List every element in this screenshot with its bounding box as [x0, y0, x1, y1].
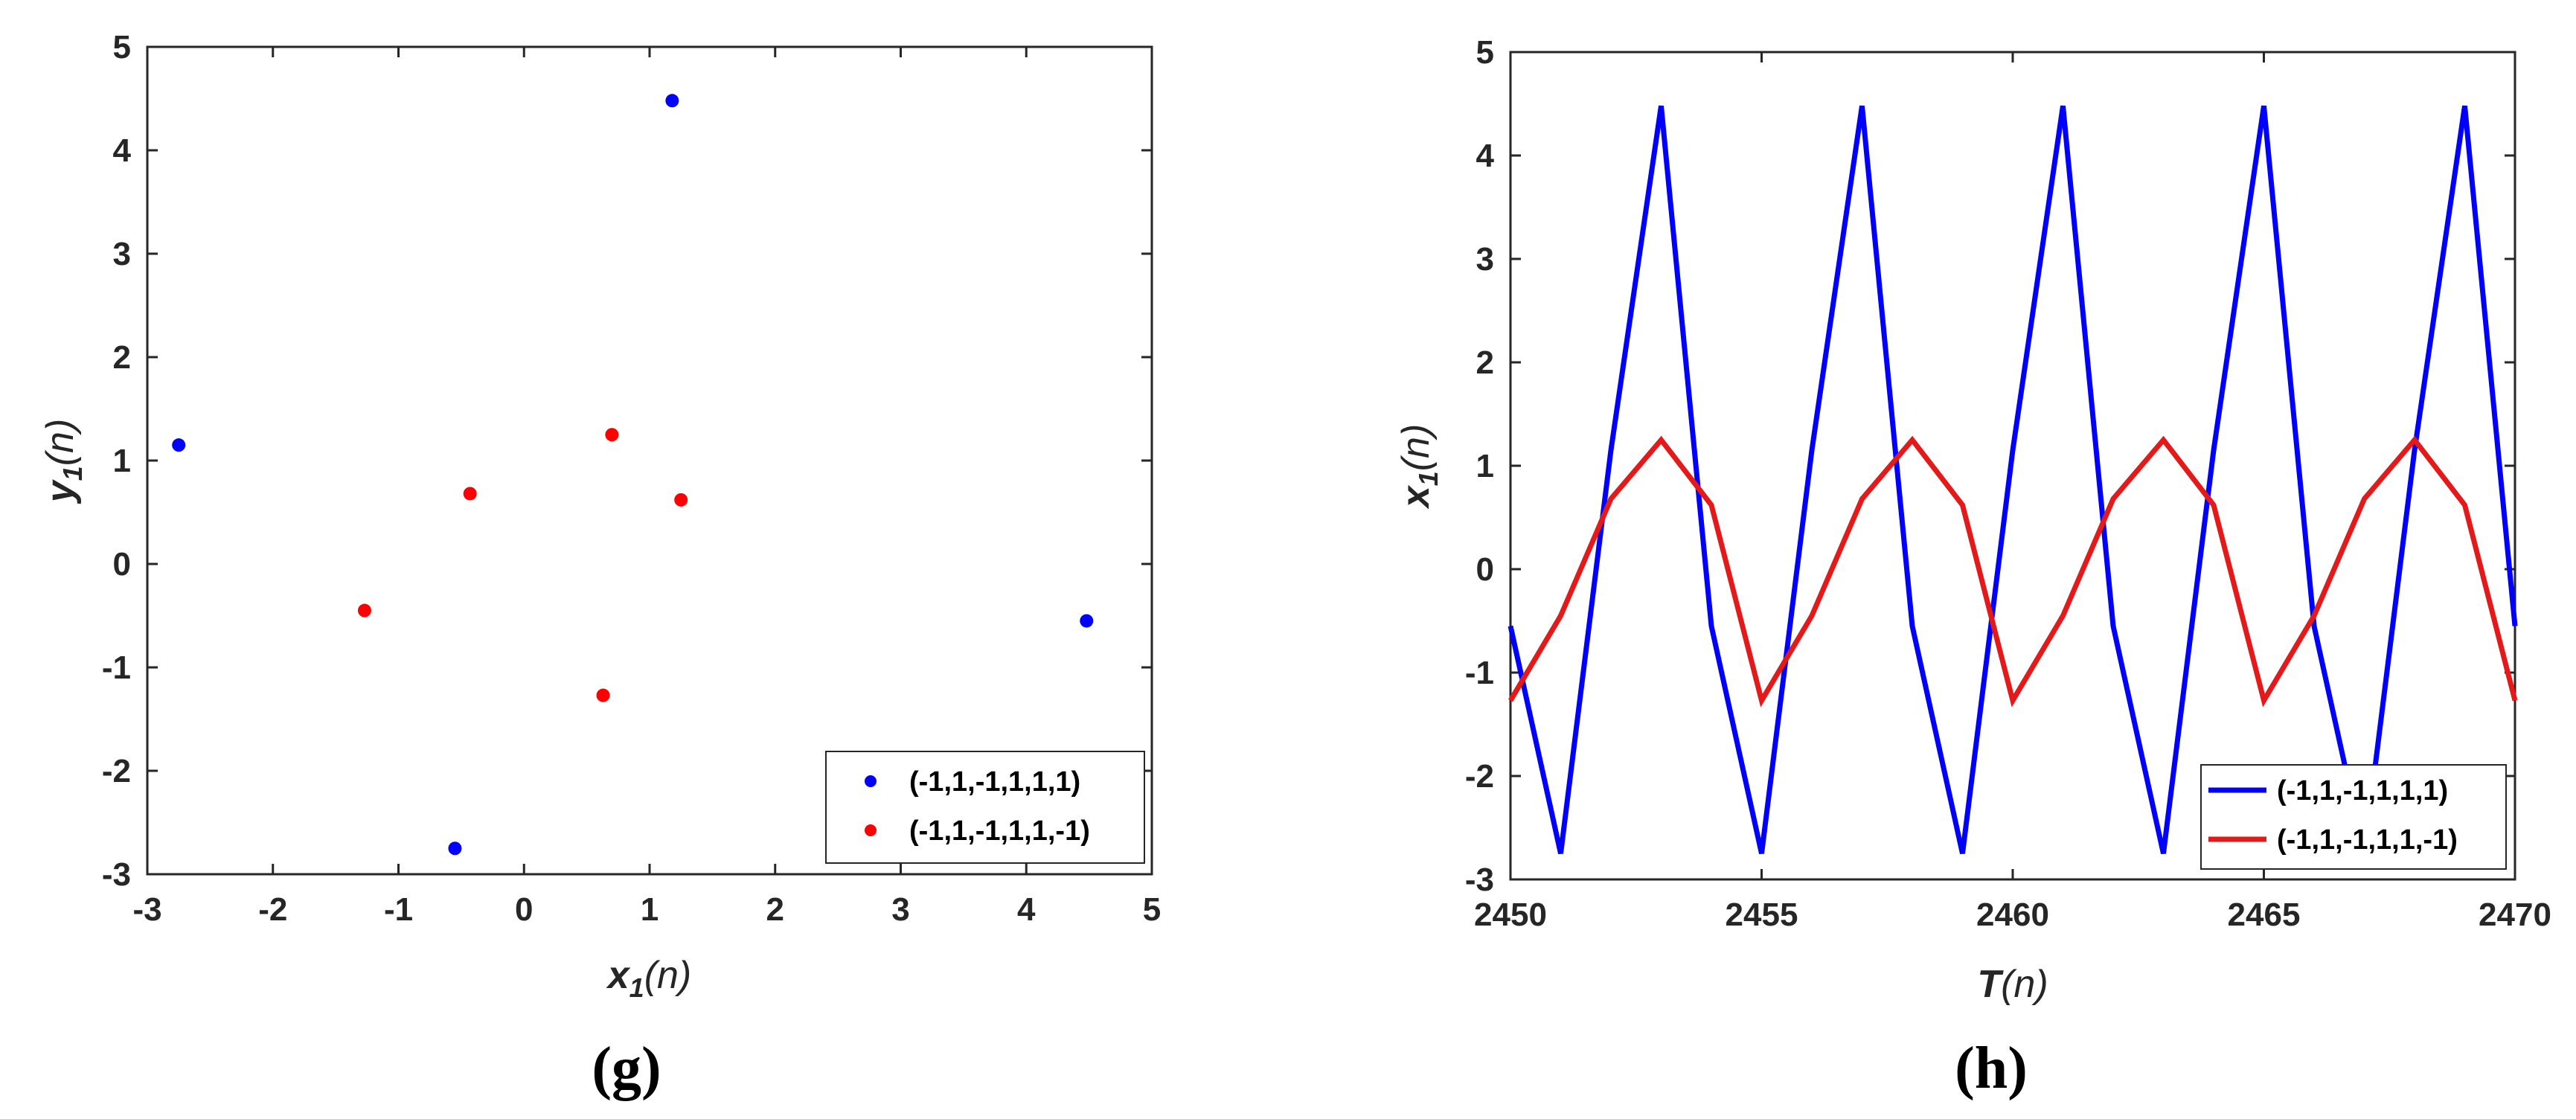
- x-tick-label: 5: [1143, 891, 1161, 928]
- y-tick-label: 4: [1476, 138, 1495, 174]
- y-tick-label: 0: [1476, 551, 1494, 588]
- y-tick-label: -1: [1465, 655, 1494, 691]
- y-tick-label: -3: [1465, 862, 1494, 898]
- y-tick-label: 0: [113, 546, 131, 583]
- x-tick-label: -2: [258, 891, 287, 928]
- chart-g: -3 -2 -1 0 1 2 3 4 5 -3 -2 -1 0 1 2 3 4 5 x1(n) y1(n) (-1…: [39, 29, 1161, 1101]
- scatter-point-series-1: [1080, 614, 1094, 628]
- legend-marker-blue-g: [865, 775, 877, 787]
- y-tick-label: -1: [102, 650, 131, 686]
- legend-marker-red-g: [865, 824, 877, 836]
- y-tick-label: 1: [1476, 448, 1494, 484]
- x-tick-label: 1: [641, 891, 659, 928]
- scatter-point-series-1: [448, 841, 462, 856]
- y-tick-label: -2: [102, 753, 131, 789]
- x-tick-label: 3: [891, 891, 909, 928]
- x-tick-label: 2: [766, 891, 784, 928]
- x-tick-label: 2450: [1474, 897, 1547, 933]
- legend-h: (-1,1,-1,1,1,1) (-1,1,-1,1,1,-1): [2200, 764, 2507, 870]
- scatter-point-series-1: [665, 94, 679, 108]
- y-tick-label: 4: [113, 132, 132, 169]
- data-marks-g: [172, 94, 1094, 856]
- legend-label-red-g: (-1,1,-1,1,1,-1): [909, 815, 1090, 847]
- y-tick-label: 2: [1476, 344, 1494, 381]
- plot-area-g: [146, 45, 1153, 876]
- panel-label-h: (h): [1955, 1036, 2028, 1101]
- y-axis-label-g: y1(n): [39, 419, 88, 505]
- scatter-point-series-1: [172, 438, 186, 452]
- x-tick-label: 2465: [2228, 897, 2301, 933]
- legend-box-g: [825, 751, 1145, 864]
- y-tick-label: 5: [1476, 34, 1494, 71]
- axes-ticks-h: 2450 2455 2460 2465 2470 -3 -2 -1 0 1 2 3 4 5: [1465, 34, 2551, 933]
- legend-label-blue-h: (-1,1,-1,1,1,1): [2277, 775, 2448, 807]
- legend-label-red-h: (-1,1,-1,1,1,-1): [2277, 824, 2458, 856]
- chart-h: 2450 2455 2460 2465 2470 -3 -2 -1 0 1 2 3 4 5 T(n) x1…: [1394, 34, 2551, 1101]
- x-axis-label-h: T(n): [1977, 963, 2048, 1006]
- x-tick-label: 2470: [2479, 897, 2551, 933]
- legend-g: (-1,1,-1,1,1,1) (-1,1,-1,1,1,-1): [825, 751, 1145, 864]
- y-tick-label: -2: [1465, 758, 1494, 795]
- y-tick-label: 2: [113, 339, 131, 376]
- y-tick-label: 1: [113, 443, 131, 479]
- x-tick-label: 2455: [1726, 897, 1798, 933]
- y-axis-label-h: x1(n): [1394, 424, 1444, 510]
- x-axis-label-g: x1(n): [606, 954, 692, 1003]
- scatter-point-series-2: [463, 487, 477, 501]
- x-tick-label: -1: [384, 891, 413, 928]
- y-tick-label: -3: [102, 856, 131, 893]
- x-tick-label: 0: [515, 891, 533, 928]
- panel-label-g: (g): [592, 1036, 661, 1101]
- x-tick-label: -3: [132, 891, 161, 928]
- x-tick-label: 4: [1017, 891, 1036, 928]
- y-tick-label: 3: [1476, 241, 1494, 278]
- axes-ticks-g: -3 -2 -1 0 1 2 3 4 5 -3 -2 -1 0 1 2 3 4 5: [102, 29, 1161, 928]
- scatter-point-series-2: [605, 428, 619, 442]
- y-tick-label: 3: [113, 236, 131, 272]
- legend-box-h: [2200, 764, 2507, 870]
- y-tick-label: 5: [113, 29, 131, 65]
- x-tick-label: 2460: [1976, 897, 2049, 933]
- scatter-point-series-2: [674, 493, 688, 507]
- scatter-point-series-2: [357, 603, 371, 618]
- series-line-2: [1508, 435, 2518, 708]
- scatter-point-series-2: [596, 688, 610, 702]
- legend-label-blue-g: (-1,1,-1,1,1,1): [909, 766, 1080, 798]
